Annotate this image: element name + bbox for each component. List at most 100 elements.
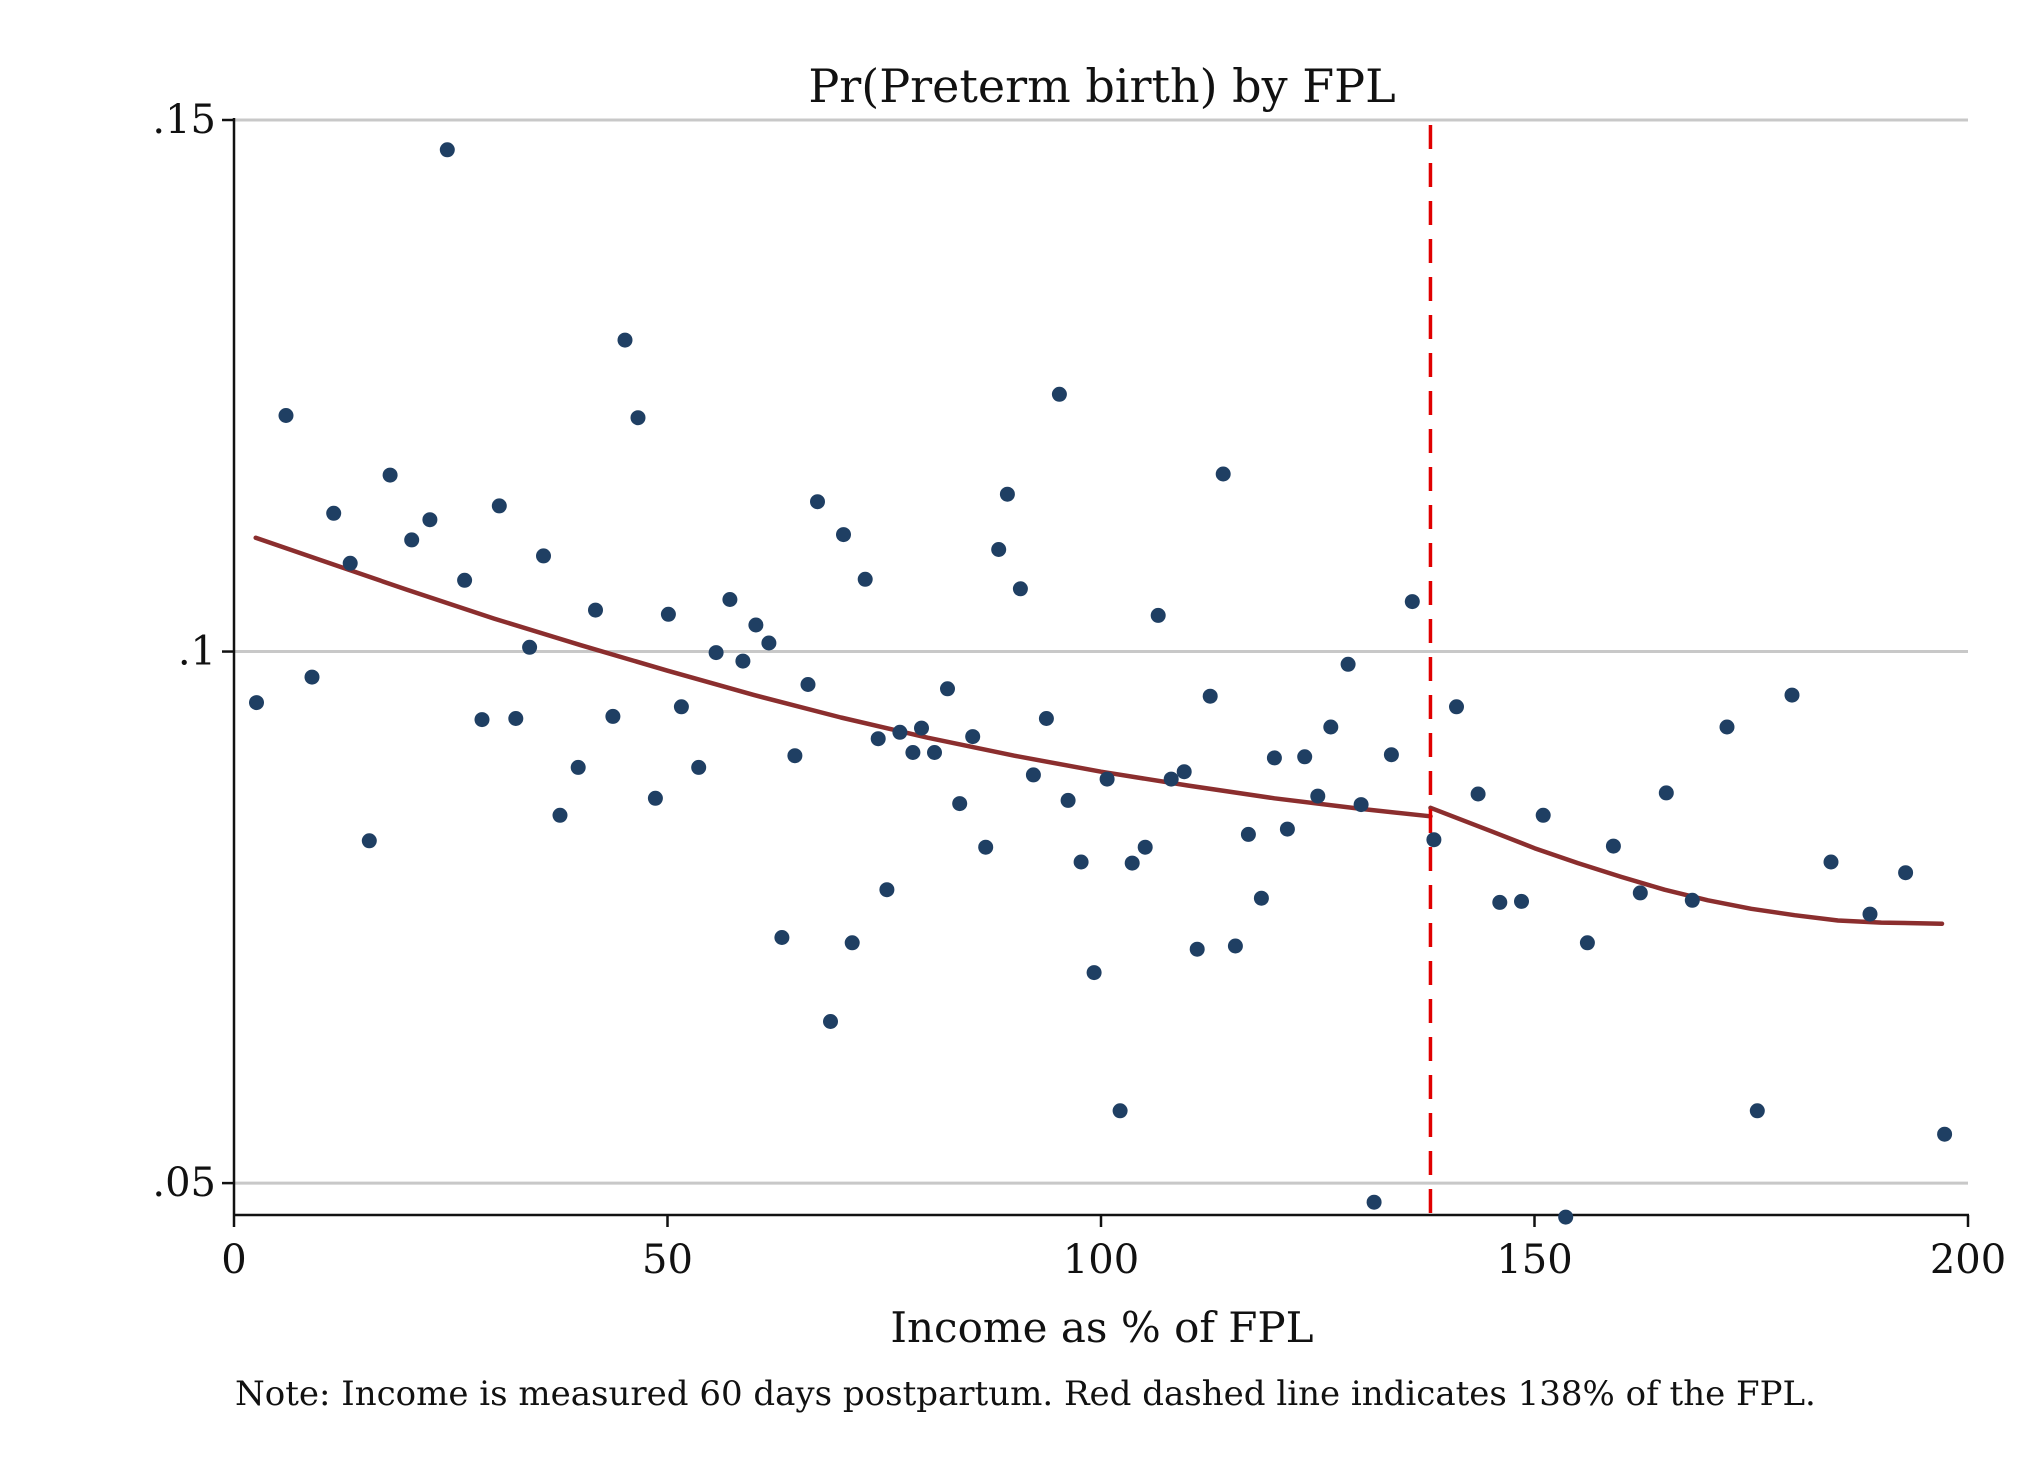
scatter-point — [857, 571, 873, 587]
scatter-point — [1749, 1103, 1765, 1119]
scatter-point — [774, 930, 790, 945]
scatter-point — [978, 839, 994, 855]
scatter-point — [1684, 892, 1700, 908]
x-tick-label: 200 — [1930, 1237, 2006, 1283]
scatter-point — [787, 748, 803, 764]
scatter-point — [1189, 941, 1205, 957]
scatter-point — [1266, 750, 1282, 766]
scatter-point — [673, 699, 689, 715]
scatter-point — [1514, 893, 1529, 909]
scatter-point — [1060, 792, 1076, 808]
scatter-point — [1579, 935, 1595, 951]
scatter-point — [836, 527, 851, 543]
scatter-point — [1492, 894, 1508, 910]
scatter-point — [1426, 832, 1442, 848]
scatter-point — [691, 759, 707, 775]
axes: .05 .1 .15 0 50 100 150 200 — [152, 97, 2006, 1283]
chart-note: Note: Income is measured 60 days postpar… — [235, 1374, 1816, 1414]
scatter-point — [1632, 885, 1648, 901]
scatter-point — [342, 555, 358, 571]
scatter-point — [1658, 785, 1674, 801]
scatter-point — [1404, 594, 1420, 610]
scatter-point — [761, 635, 777, 651]
scatter-point — [1240, 826, 1256, 842]
y-tick-label: .15 — [152, 97, 216, 143]
x-tick-label: 100 — [1063, 1237, 1139, 1283]
scatter-point — [1784, 687, 1800, 703]
scatter-point — [965, 729, 981, 745]
scatter-point — [605, 708, 621, 724]
scatter-point — [1099, 771, 1115, 787]
scatter-point — [999, 486, 1015, 502]
scatter-point — [927, 745, 942, 760]
scatter-point — [1353, 797, 1369, 813]
scatter-point — [326, 505, 342, 521]
x-tick-label: 150 — [1496, 1237, 1572, 1283]
scatter-point — [1297, 749, 1313, 765]
scatter-point — [892, 724, 908, 740]
scatter-point — [1086, 965, 1102, 981]
scatter-point — [647, 790, 663, 806]
scatter-point — [879, 882, 895, 898]
scatter-point — [1073, 854, 1089, 870]
scatter-point — [1605, 838, 1621, 854]
scatter-point — [952, 796, 968, 812]
scatter-point — [1470, 786, 1486, 802]
gridlines — [234, 118, 1968, 1185]
scatter-point — [522, 639, 538, 655]
y-tick-label: .05 — [152, 1160, 216, 1206]
fit-line-below-cutoff — [253, 535, 1433, 819]
scatter-point — [552, 807, 568, 823]
scatter-point — [1449, 699, 1464, 715]
scatter-point — [1012, 581, 1028, 597]
scatter-point — [1202, 688, 1218, 704]
scatter-point — [1862, 906, 1878, 922]
scatter-point — [249, 695, 264, 711]
scatter-point — [800, 677, 816, 692]
scatter-point — [1366, 1194, 1382, 1210]
scatter-point — [991, 542, 1007, 557]
scatter-point — [1323, 719, 1339, 735]
scatter-point — [1215, 466, 1231, 482]
scatter-point — [304, 669, 320, 685]
y-tick-label: .1 — [178, 629, 216, 675]
scatter-point — [1025, 767, 1041, 783]
scatter-point — [1038, 711, 1054, 726]
x-tick-label: 50 — [642, 1237, 693, 1283]
scatter-point — [1383, 747, 1399, 763]
chart-title: Pr(Preterm birth) by FPL — [808, 59, 1395, 113]
scatter-point — [844, 935, 860, 951]
scatter-point — [617, 332, 633, 348]
scatter-point — [1898, 865, 1914, 881]
scatter-point — [1124, 855, 1140, 871]
scatter-point — [588, 602, 603, 618]
scatter-point — [422, 512, 438, 528]
scatter-point — [1937, 1126, 1953, 1142]
scatter-point — [536, 548, 551, 564]
fit-line-above-cutoff — [1428, 805, 1945, 926]
x-tick-label: 0 — [221, 1237, 246, 1283]
scatter-point — [1051, 386, 1067, 402]
scatter-point — [735, 653, 751, 669]
scatter-point — [810, 494, 825, 510]
scatter-point — [457, 572, 473, 588]
scatter-point — [382, 467, 398, 483]
scatter-point — [404, 532, 420, 548]
scatter-point — [1719, 719, 1735, 735]
scatter-point — [1137, 839, 1153, 855]
scatter-point — [1279, 821, 1295, 837]
scatter-point — [660, 606, 676, 622]
scatter-point — [1310, 788, 1326, 804]
scatter-point — [1112, 1103, 1128, 1119]
scatter-point — [1150, 607, 1166, 623]
scatter-point — [1558, 1209, 1574, 1225]
x-axis-label: Income as % of FPL — [890, 1303, 1313, 1352]
scatter-point — [1340, 656, 1356, 672]
scatter-point — [439, 142, 455, 158]
scatter-point — [914, 720, 929, 736]
scatter-points — [249, 142, 1953, 1225]
scatter-point — [361, 833, 377, 849]
